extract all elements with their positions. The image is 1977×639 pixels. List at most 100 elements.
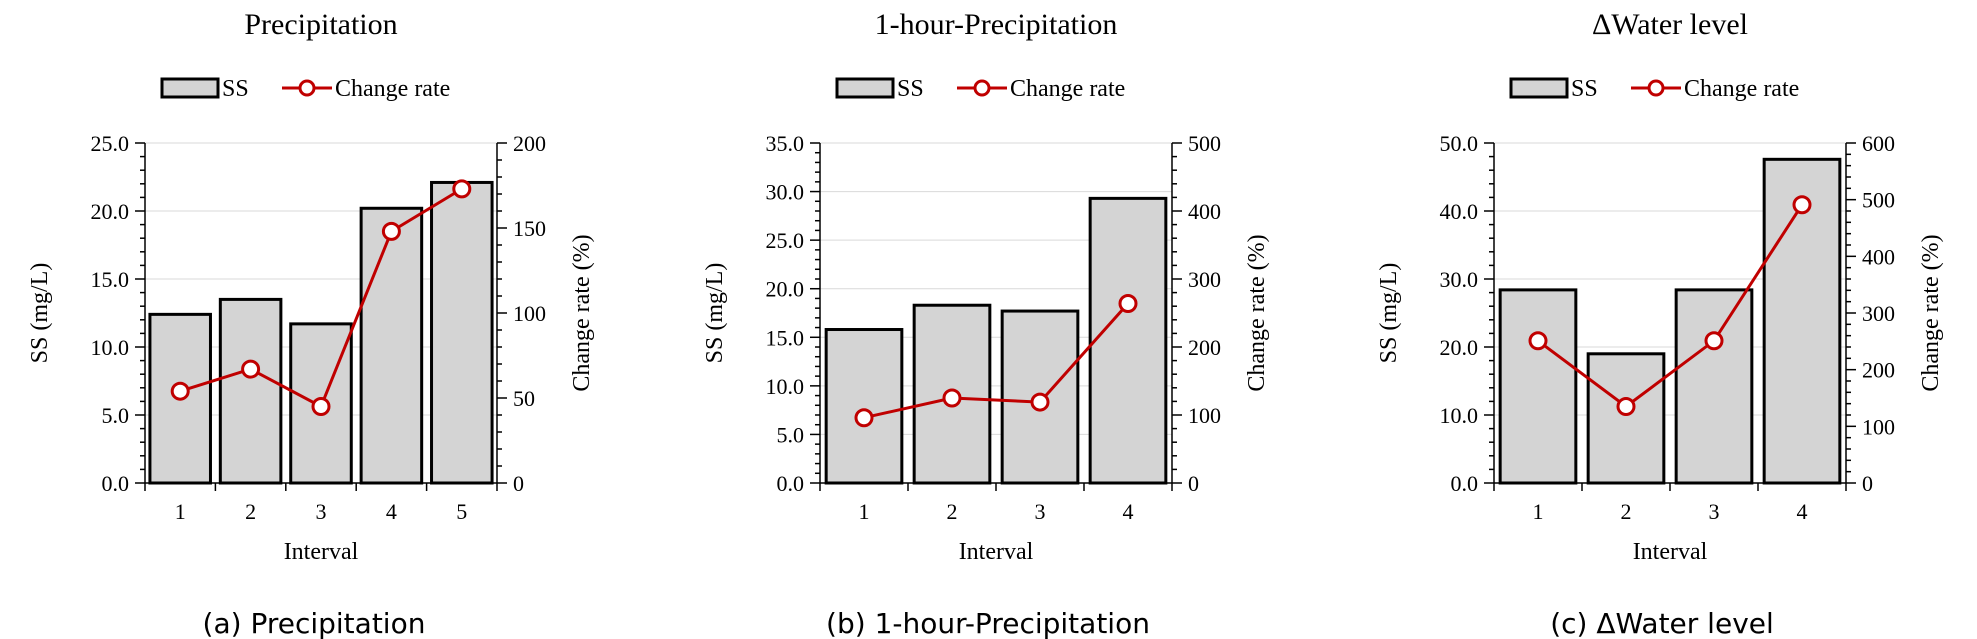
change-rate-point-4 xyxy=(381,221,401,241)
change-rate-point-1 xyxy=(1528,331,1548,351)
y-tick-label: 20.0 xyxy=(91,199,130,224)
y-tick-label: 0.0 xyxy=(102,471,130,496)
legend-swatch-ss xyxy=(160,77,220,99)
y2-axis-title: Change rate (%) xyxy=(1244,234,1270,391)
x-axis-title: Interval xyxy=(284,539,359,565)
chart-panel-2: 1-hour-Precipitation SS Change rate 0.0 5.0 1… xyxy=(702,8,1270,639)
change-rate-point-2 xyxy=(942,388,962,408)
x-tick-label: 3 xyxy=(1035,499,1046,524)
bar-ss-1 xyxy=(1498,288,1578,485)
y2-tick-label: 100 xyxy=(513,301,546,326)
x-tick-label: 4 xyxy=(386,499,397,524)
x-axis-title: Interval xyxy=(959,539,1034,565)
x-tick-label: 5 xyxy=(456,499,467,524)
y-tick-label: 20.0 xyxy=(766,277,805,302)
legend-label-change-rate: Change rate xyxy=(335,76,450,102)
bar-ss-3 xyxy=(1674,288,1754,485)
y-tick-label: 35.0 xyxy=(766,131,805,156)
x-tick-label: 2 xyxy=(1621,499,1632,524)
y2-tick-label: 0 xyxy=(1188,471,1199,496)
legend-label-ss: SS xyxy=(897,76,924,102)
y-tick-label: 10.0 xyxy=(766,374,805,399)
y2-tick-label: 200 xyxy=(1188,335,1221,360)
bar-ss-4 xyxy=(1088,196,1168,485)
x-tick-label: 1 xyxy=(1533,499,1544,524)
y-tick-label: 10.0 xyxy=(91,335,130,360)
change-rate-point-5 xyxy=(452,179,472,199)
x-tick-label: 4 xyxy=(1797,499,1808,524)
y-axis-title: SS (mg/L) xyxy=(27,263,53,364)
y-tick-label: 30.0 xyxy=(1440,267,1479,292)
change-rate-point-3 xyxy=(311,397,331,416)
y-tick-label: 0.0 xyxy=(777,471,805,496)
y-tick-label: 30.0 xyxy=(766,180,805,205)
y2-tick-label: 300 xyxy=(1188,267,1221,292)
change-rate-point-2 xyxy=(1616,397,1636,416)
y2-axis-title: Change rate (%) xyxy=(569,234,595,391)
y-tick-label: 25.0 xyxy=(91,131,130,156)
legend-swatch-ss xyxy=(1509,77,1569,99)
bar-ss-2 xyxy=(1586,352,1666,485)
y-axis-title: SS (mg/L) xyxy=(1376,263,1402,364)
y2-tick-label: 150 xyxy=(513,216,546,241)
y2-tick-label: 100 xyxy=(1862,414,1895,439)
y2-tick-label: 100 xyxy=(1188,403,1221,428)
change-rate-point-3 xyxy=(1704,331,1724,351)
y2-tick-label: 600 xyxy=(1862,131,1895,156)
bar-ss-1 xyxy=(824,328,904,485)
bar-ss-5 xyxy=(430,180,494,485)
chart-title: 1-hour-Precipitation xyxy=(875,8,1118,41)
y2-tick-label: 500 xyxy=(1862,188,1895,213)
y2-tick-label: 500 xyxy=(1188,131,1221,156)
y-tick-label: 50.0 xyxy=(1440,131,1479,156)
legend-label-change-rate: Change rate xyxy=(1010,76,1125,102)
panel-caption: (b) 1-hour-Precipitation xyxy=(826,607,1150,639)
y2-tick-label: 0 xyxy=(513,471,524,496)
y2-tick-label: 50 xyxy=(513,386,535,411)
x-tick-label: 1 xyxy=(175,499,186,524)
y-tick-label: 15.0 xyxy=(766,325,805,350)
x-tick-label: 3 xyxy=(1709,499,1720,524)
bar-ss-3 xyxy=(1000,309,1080,485)
y-tick-label: 20.0 xyxy=(1440,335,1479,360)
panel-caption: (a) Precipitation xyxy=(203,607,426,639)
y2-tick-label: 400 xyxy=(1862,244,1895,269)
bar-ss-4 xyxy=(359,206,424,485)
x-tick-label: 4 xyxy=(1123,499,1134,524)
y2-tick-label: 200 xyxy=(1862,358,1895,383)
y-tick-label: 15.0 xyxy=(91,267,130,292)
chart-panel-3: ΔWater level SS Change rate 0.0 10.0 20.0 30.0… xyxy=(1376,8,1944,639)
y-tick-label: 40.0 xyxy=(1440,199,1479,224)
y2-tick-label: 300 xyxy=(1862,301,1895,326)
y-tick-label: 25.0 xyxy=(766,228,805,253)
y2-tick-label: 0 xyxy=(1862,471,1873,496)
change-rate-point-2 xyxy=(241,359,261,379)
legend-label-ss: SS xyxy=(1571,76,1598,102)
y2-axis-title: Change rate (%) xyxy=(1918,234,1944,391)
x-axis-title: Interval xyxy=(1633,539,1708,565)
y-tick-label: 0.0 xyxy=(1451,471,1479,496)
change-rate-point-3 xyxy=(1030,392,1050,412)
change-rate-line xyxy=(1537,203,1804,409)
legend-swatch-ss xyxy=(835,77,895,99)
y2-tick-label: 400 xyxy=(1188,199,1221,224)
x-tick-label: 2 xyxy=(245,499,256,524)
y2-tick-label: 200 xyxy=(513,131,546,156)
legend-label-ss: SS xyxy=(222,76,249,102)
x-tick-label: 1 xyxy=(859,499,870,524)
y-tick-label: 10.0 xyxy=(1440,403,1479,428)
change-rate-point-4 xyxy=(1118,293,1138,313)
y-tick-label: 5.0 xyxy=(102,403,130,428)
change-rate-line xyxy=(863,302,1130,420)
panel-caption: (c) ΔWater level xyxy=(1550,607,1774,639)
legend-marker-change-rate xyxy=(1647,79,1665,97)
y-tick-label: 5.0 xyxy=(777,422,805,447)
y-axis-title: SS (mg/L) xyxy=(702,263,728,364)
chart-title: ΔWater level xyxy=(1592,8,1748,41)
chart-title: Precipitation xyxy=(244,8,397,41)
legend-marker-change-rate xyxy=(973,79,991,97)
x-tick-label: 3 xyxy=(316,499,327,524)
change-rate-point-1 xyxy=(854,408,874,428)
change-rate-point-1 xyxy=(170,381,190,401)
